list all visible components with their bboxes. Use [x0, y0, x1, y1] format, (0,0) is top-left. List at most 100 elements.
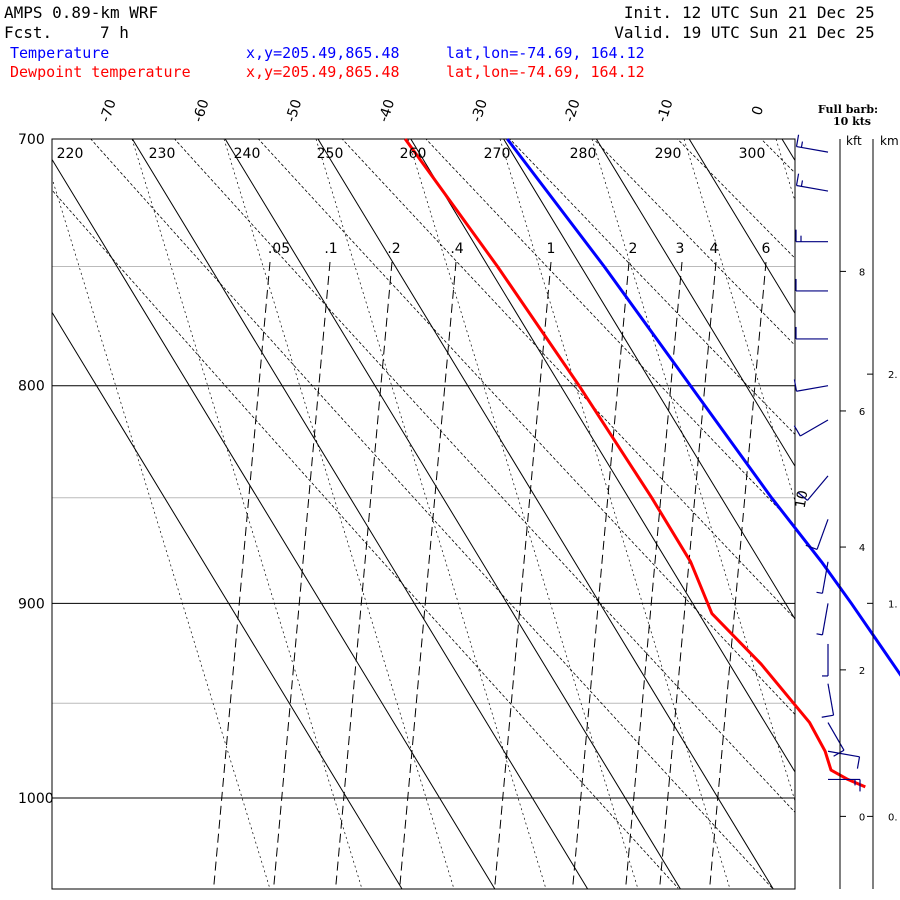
isotherm-line [688, 139, 795, 315]
dry-adiabat-line [818, 112, 900, 888]
legend-dewpoint-name: Dewpoint temperature [10, 63, 191, 81]
dry-adiabat-label: 280 [570, 146, 597, 162]
dewpoint-line [403, 138, 866, 789]
pressure-tick-label: 900 [18, 596, 45, 612]
plot-area [51, 112, 900, 890]
init-label: Init. [624, 3, 672, 22]
kft-tick-label: 2 [859, 666, 865, 677]
wind-barb-staff [796, 184, 829, 192]
mixing-ratio-label: .1 [324, 241, 337, 257]
wind-barb [793, 379, 829, 392]
isotherm-line [52, 311, 403, 889]
legend-temperature-latlon: lat,lon=-74.69, 164.12 [446, 44, 645, 62]
wind-barb-feather [816, 591, 823, 594]
isotherm-label: -30 [469, 97, 491, 124]
wind-barb [816, 561, 829, 594]
dry-adiabat-line [425, 139, 795, 527]
wind-barb-staff [821, 603, 829, 635]
wind-barb-staff [806, 475, 829, 501]
dry-adiabat-label: 270 [484, 146, 511, 162]
plot-lines [52, 112, 900, 889]
wind-barb [821, 683, 835, 718]
isotherm-label: 0 [749, 104, 767, 117]
barb-legend-line2: 10 kts [833, 115, 871, 128]
wind-barb-feather [816, 633, 823, 636]
wind-barbs [793, 134, 861, 792]
mixing-ratio-label: 2 [629, 241, 638, 257]
isotherm-label: -70 [97, 97, 119, 124]
wind-barb [795, 278, 828, 292]
kft-tick-label: 6 [859, 407, 865, 418]
legend-dewpoint-latlon: lat,lon=-74.69, 164.12 [446, 63, 645, 81]
wind-barb-staff [821, 561, 829, 594]
isotherm-label: -60 [190, 97, 212, 124]
wind-barb-feather [793, 425, 801, 437]
pressure-tick-label: 1000 [18, 791, 54, 807]
valid-value: 19 UTC Sun 21 Dec 25 [682, 23, 875, 42]
mixing-ratio-line [213, 261, 271, 889]
saturated-adiabat-line [591, 139, 795, 803]
wind-barb-staff [799, 419, 829, 437]
wind-barb [795, 134, 829, 153]
km-tick-label: 2. [888, 370, 898, 381]
wind-barb-feather [795, 134, 800, 147]
wind-barb [795, 173, 829, 192]
dry-adiabat-line [90, 139, 773, 889]
isotherm-line [317, 139, 774, 889]
isotherm-label: -10 [654, 97, 676, 124]
mixing-ratio-line [399, 261, 457, 889]
init-value: 12 UTC Sun 21 Dec 25 [682, 3, 875, 22]
isotherm-line [875, 139, 900, 889]
barb-legend-line1: Full barb: [818, 103, 878, 116]
wind-barb-feather [795, 173, 800, 186]
kft-label: kft [846, 134, 862, 148]
mixing-ratio-line [659, 261, 717, 889]
saturated-adiabat-line [131, 139, 363, 889]
mixing-ratio-label: 4 [710, 241, 719, 257]
mixing-ratio-label: .4 [450, 241, 463, 257]
mixing-ratio-line [335, 261, 393, 889]
legend-temperature-name: Temperature [10, 44, 109, 62]
km-tick-label: 0. [888, 812, 898, 823]
dry-adiabat-line [509, 139, 795, 435]
wind-barb-staff [827, 683, 835, 716]
wind-barb [827, 750, 861, 769]
wind-barb-staff [827, 722, 845, 751]
barb-legend: Full barb: 10 kts [818, 103, 878, 128]
kft-tick-label: 4 [859, 543, 865, 554]
wind-barb-feather [793, 379, 798, 392]
dry-adiabat-line [760, 139, 795, 174]
mixing-ratio-line [572, 261, 630, 889]
saturated-adiabat-line [499, 139, 731, 889]
temperature-line [506, 138, 900, 677]
wind-barb [797, 475, 829, 501]
wind-barb-staff [796, 146, 829, 153]
model-title: AMPS 0.89-km WRF [4, 3, 158, 22]
mixing-ratio-label: 3 [676, 241, 685, 257]
dry-adiabat-line [341, 139, 795, 620]
wind-barb-staff [827, 750, 860, 758]
saturated-adiabat-line [407, 139, 639, 889]
inline-adiabat-label: 10 [793, 489, 812, 509]
wind-barb-feather [797, 492, 808, 501]
dry-adiabat-line [593, 139, 795, 346]
isotherm-line [52, 158, 496, 889]
wind-barb-feather [800, 180, 804, 187]
isotherm-label: -40 [376, 97, 398, 124]
header: AMPS 0.89-km WRF Fcst. 7 h Init. 12 UTC … [4, 3, 875, 42]
kft-tick-label: 0 [859, 812, 865, 823]
km-tick-label: 1. [888, 599, 898, 610]
saturated-adiabat-line [223, 139, 455, 889]
isotherm-line [503, 139, 795, 621]
dry-adiabat-line [676, 139, 795, 259]
height-axis-labels: kft km [846, 134, 899, 148]
fcst-value: 7 h [100, 23, 129, 42]
legend-dewpoint-xy: x,y=205.49,865.48 [246, 63, 400, 81]
isotherm-label: -50 [283, 97, 305, 124]
mixing-ratio-line [494, 261, 552, 889]
dry-adiabat-label: 260 [400, 146, 427, 162]
wind-barb [795, 326, 828, 340]
wind-barb [822, 643, 829, 677]
mixing-ratio-label: .2 [387, 241, 400, 257]
